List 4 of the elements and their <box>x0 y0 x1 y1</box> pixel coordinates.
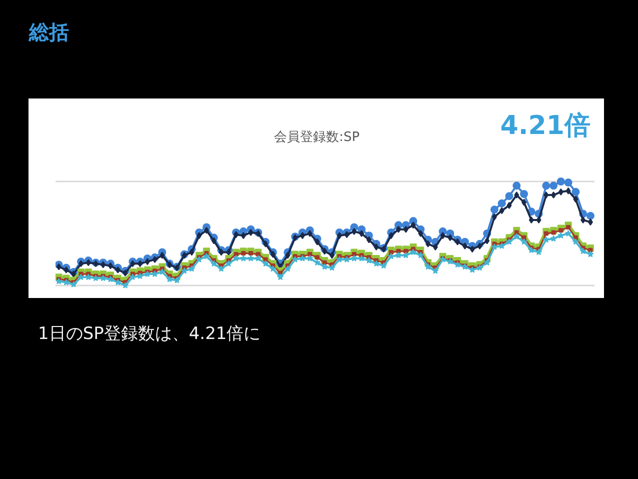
chart-title: 会員登録数:SP <box>274 130 360 145</box>
text: 1日のSP登録数は、4.21倍に <box>38 323 261 346</box>
text: 4.21倍 <box>500 110 590 141</box>
text: 総括 <box>29 19 69 46</box>
